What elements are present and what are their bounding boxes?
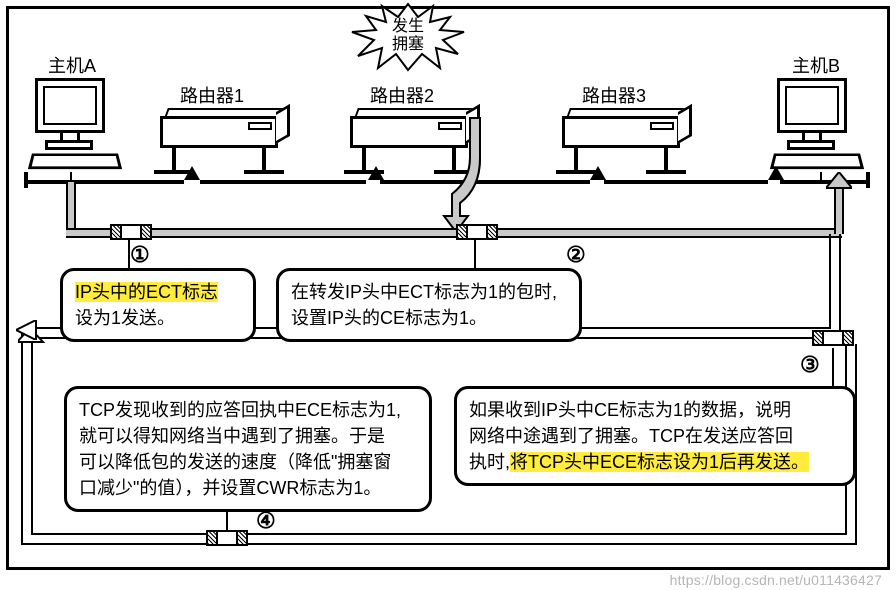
bus-cap — [866, 172, 870, 188]
bus-seg-2 — [200, 180, 366, 184]
uplink — [70, 172, 72, 182]
router3-label: 路由器3 — [582, 82, 646, 108]
bus-cap — [24, 172, 28, 188]
c3-highlight: 将TCP头中ECE标志设为1后再发送。 — [510, 452, 809, 472]
callout-3: 如果收到IP头中CE标志为1的数据，说明 网络中途遇到了拥塞。TCP在发送应答回… — [454, 386, 856, 486]
pointer-3 — [832, 348, 834, 388]
packet-2 — [456, 224, 498, 240]
uplink — [820, 172, 822, 182]
bus-seg-4 — [604, 180, 768, 184]
c1-line2: 设为1发送。 — [75, 308, 175, 328]
bus-arrow — [366, 166, 386, 184]
c3-line3-pre: 执时, — [469, 452, 510, 472]
step-num-3: ③ — [800, 352, 820, 378]
pointer-4 — [226, 510, 228, 532]
starburst-line1: 发生 — [392, 18, 424, 35]
callout-4: TCP发现收到的应答回执中ECE标志为1, 就可以得知网络当中遇到了拥塞。于是 … — [64, 386, 432, 512]
c4-line3: 可以降低包的发送的速度（降低"拥塞窗 — [79, 452, 391, 472]
step-num-1: ① — [130, 242, 150, 268]
c4-line1: TCP发现收到的应答回执中ECE标志为1, — [79, 400, 401, 420]
router3 — [562, 108, 692, 148]
hostB-label: 主机B — [792, 52, 840, 78]
router1-label: 路由器1 — [180, 82, 244, 108]
c3-line1: 如果收到IP头中CE标志为1的数据，说明 — [469, 400, 791, 420]
router1 — [160, 108, 290, 148]
callout-1: IP头中的ECT标志 设为1发送。 — [60, 268, 256, 342]
bus-arrow — [766, 166, 786, 184]
bus-seg-5 — [780, 180, 870, 184]
c2-line1: 在转发IP头中ECT标志为1的包时, — [291, 282, 557, 302]
bus-arrow — [588, 166, 608, 184]
hostA-label: 主机A — [48, 52, 96, 78]
watermark: https://blog.csdn.net/u011436427 — [670, 572, 882, 588]
starburst-text: 发生 拥塞 — [392, 18, 424, 53]
step-num-2: ② — [566, 242, 586, 268]
c3-line2: 网络中途遇到了拥塞。TCP在发送应答回 — [469, 426, 793, 446]
starburst-line2: 拥塞 — [392, 36, 424, 53]
packet-3 — [812, 330, 854, 346]
router2-label: 路由器2 — [370, 82, 434, 108]
hostA — [30, 78, 120, 178]
hostB — [772, 78, 862, 178]
return-arrowhead — [16, 320, 42, 340]
callout-2: 在转发IP头中ECT标志为1的包时, 设置IP头的CE标志为1。 — [276, 268, 582, 342]
bus-seg-1 — [24, 180, 184, 184]
pointer-2 — [474, 240, 476, 268]
fwd-arrowhead — [826, 172, 852, 190]
pointer-1 — [128, 240, 130, 268]
c4-line2: 就可以得知网络当中遇到了拥塞。于是 — [79, 426, 385, 446]
packet-1 — [110, 224, 152, 240]
c4-line4: 口减少"的值），并设置CWR标志为1。 — [79, 478, 381, 498]
congestion-arrow — [420, 108, 510, 238]
congestion-starburst: 发生 拥塞 — [348, 2, 468, 72]
c1-highlight: IP头中的ECT标志 — [75, 282, 218, 302]
bus-arrow — [182, 166, 202, 184]
fwd-path — [834, 184, 844, 234]
packet-4 — [206, 530, 248, 546]
fwd-path — [66, 182, 76, 232]
c2-line2: 设置IP头的CE标志为1。 — [291, 308, 487, 328]
